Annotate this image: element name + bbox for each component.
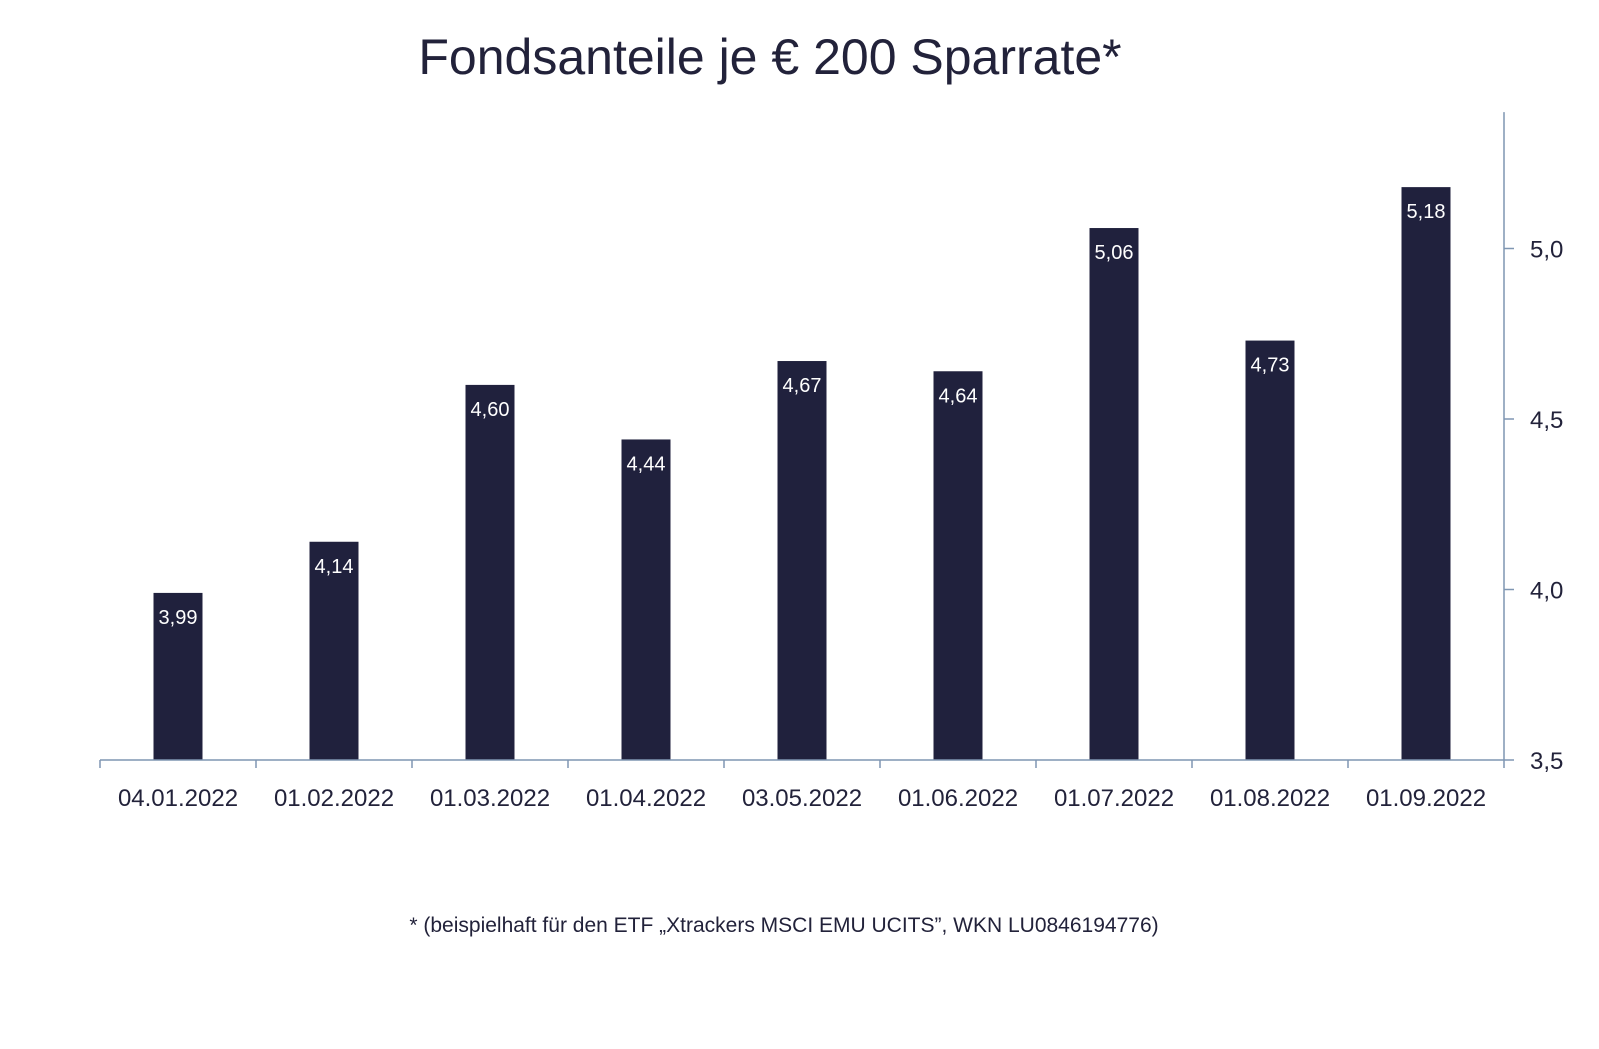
data-label: 4,44 [627,453,666,475]
data-label: 4,64 [939,385,978,407]
data-label: 4,67 [783,375,822,397]
bar [933,371,983,760]
y-tick-label: 4,0 [1530,578,1563,605]
bar [465,384,515,760]
bar [621,439,671,760]
x-tick-label: 01.04.2022 [586,785,706,812]
data-label: 5,18 [1407,201,1446,223]
bar [1089,228,1139,761]
x-tick-label: 01.02.2022 [274,785,394,812]
bar [153,592,203,760]
x-tick-label: 03.05.2022 [742,785,862,812]
data-label: 4,73 [1251,355,1290,377]
data-label: 3,99 [159,607,198,629]
data-label: 4,14 [315,556,354,578]
x-tick-label: 04.01.2022 [118,785,238,812]
data-label: 4,60 [471,399,510,421]
x-tick-label: 01.09.2022 [1366,785,1486,812]
bar [309,541,359,760]
data-label: 5,06 [1095,242,1134,264]
x-tick-label: 01.07.2022 [1054,785,1174,812]
bar [1245,340,1295,760]
footnote: * (beispielhaft für den ETF „Xtrackers M… [409,914,1159,937]
y-tick-label: 5,0 [1530,237,1563,264]
bar [1401,187,1451,760]
bar [777,361,827,760]
x-tick-label: 01.06.2022 [898,785,1018,812]
y-tick-label: 3,5 [1530,748,1563,775]
y-tick-label: 4,5 [1530,407,1563,434]
chart-title: Fondsanteile je € 200 Sparrate* [418,29,1122,85]
x-tick-label: 01.08.2022 [1210,785,1330,812]
x-tick-label: 01.03.2022 [430,785,550,812]
